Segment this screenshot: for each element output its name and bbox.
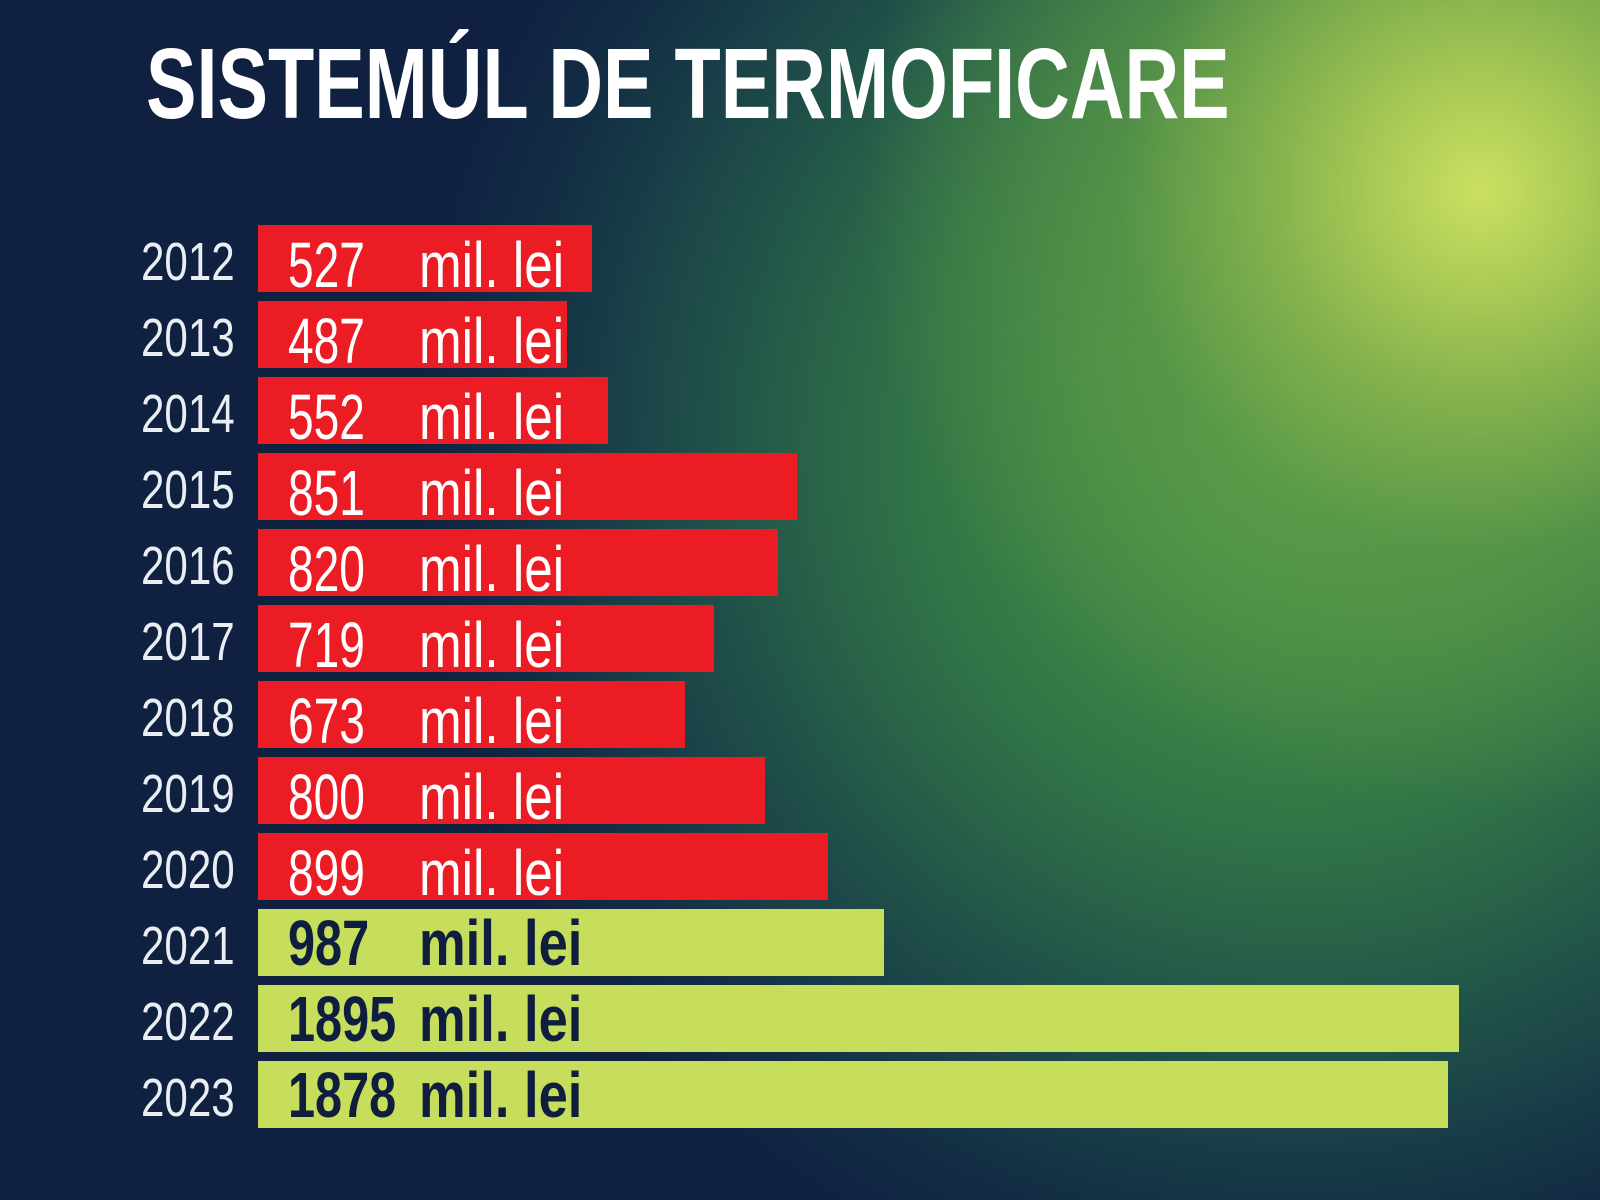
year-label-2012: 2012 (141, 232, 235, 292)
year-label-2022: 2022 (141, 992, 235, 1052)
bar-unit-2020: mil. lei (419, 837, 565, 909)
bar-unit-2012: mil. lei (419, 229, 565, 301)
year-label-2019: 2019 (141, 764, 235, 824)
bar-2012 (258, 225, 592, 292)
bar-2017 (258, 605, 714, 672)
bar-value-2019: 800 (288, 761, 365, 833)
bar-value-2020: 899 (288, 837, 365, 909)
bar-value-2014: 552 (288, 381, 365, 453)
bar-value-2012: 527 (288, 229, 365, 301)
page-title: SISTEMÚL DE TERMOFICARE (146, 28, 1230, 140)
bar-unit-2013: mil. lei (419, 305, 565, 377)
bar-value-2016: 820 (288, 533, 365, 605)
bar-unit-2015: mil. lei (419, 457, 565, 529)
bar-unit-2022: mil. lei (419, 983, 583, 1055)
year-label-2013: 2013 (141, 308, 235, 368)
bar-value-2018: 673 (288, 685, 365, 757)
bar-2016 (258, 529, 778, 596)
bar-2018 (258, 681, 685, 748)
year-label-2021: 2021 (141, 916, 235, 976)
bar-value-2015: 851 (288, 457, 365, 529)
bar-2013 (258, 301, 567, 368)
bar-unit-2018: mil. lei (419, 685, 565, 757)
year-label-2023: 2023 (141, 1068, 235, 1128)
bar-2021 (258, 909, 884, 976)
bar-value-2023: 1878 (288, 1059, 397, 1131)
bar-value-2013: 487 (288, 305, 365, 377)
year-label-2018: 2018 (141, 688, 235, 748)
bar-2020 (258, 833, 828, 900)
year-label-2017: 2017 (141, 612, 235, 672)
bar-unit-2014: mil. lei (419, 381, 565, 453)
bar-value-2022: 1895 (288, 983, 397, 1055)
bar-value-2017: 719 (288, 609, 365, 681)
bar-unit-2016: mil. lei (419, 533, 565, 605)
bar-2015 (258, 453, 797, 520)
bar-unit-2023: mil. lei (419, 1059, 583, 1131)
year-label-2020: 2020 (141, 840, 235, 900)
bar-unit-2021: mil. lei (419, 907, 583, 979)
bar-2022 (258, 985, 1459, 1052)
bar-unit-2017: mil. lei (419, 609, 565, 681)
bar-2019 (258, 757, 765, 824)
bar-value-2021: 987 (288, 907, 370, 979)
year-label-2014: 2014 (141, 384, 235, 444)
bar-2023 (258, 1061, 1448, 1128)
year-label-2016: 2016 (141, 536, 235, 596)
bar-2014 (258, 377, 608, 444)
bar-unit-2019: mil. lei (419, 761, 565, 833)
year-label-2015: 2015 (141, 460, 235, 520)
